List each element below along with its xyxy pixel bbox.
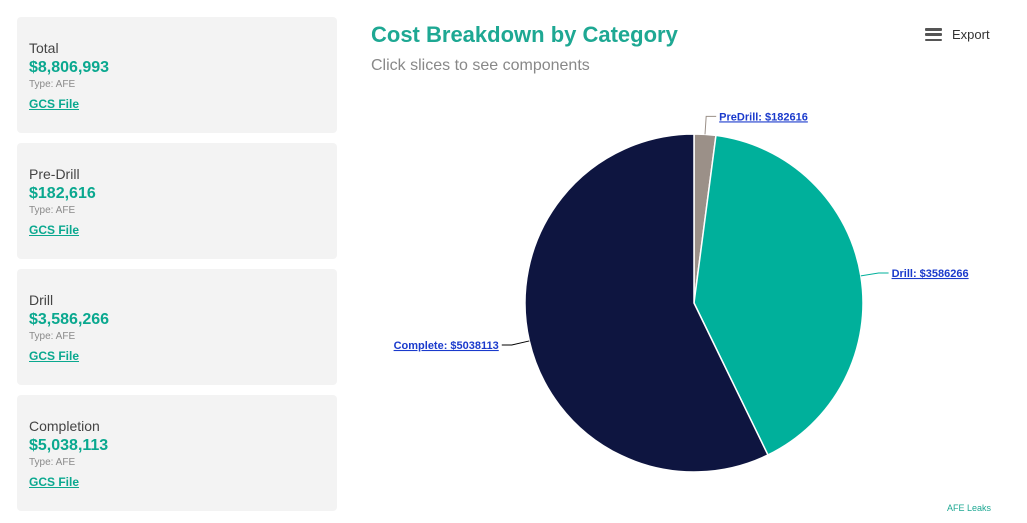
- data-label-complete[interactable]: Complete: $5038113: [394, 340, 499, 352]
- card-drill: Drill $3,586,266 Type: AFE GCS File: [17, 269, 337, 385]
- export-label: Export: [952, 27, 990, 42]
- card-value: $5,038,113: [29, 437, 109, 454]
- chart-subtitle: Click slices to see components: [371, 57, 590, 74]
- card-value: $8,806,993: [29, 59, 110, 76]
- pie-slice-complete[interactable]: [524, 133, 769, 473]
- connector-complete: [501, 340, 530, 346]
- gcs-file-link[interactable]: GCS File: [29, 475, 80, 489]
- connector-predrill: [704, 115, 717, 135]
- gcs-file-link[interactable]: GCS File: [29, 223, 80, 237]
- data-label-drill[interactable]: Drill: $3586266: [892, 268, 969, 280]
- card-type: Type: AFE: [29, 79, 76, 90]
- connector-drill: [860, 272, 889, 277]
- card-type: Type: AFE: [29, 331, 76, 342]
- card-completion: Completion $5,038,113 Type: AFE GCS File: [17, 395, 337, 511]
- card-pre-drill: Pre-Drill $182,616 Type: AFE GCS File: [17, 143, 337, 259]
- card-label: Pre-Drill: [29, 166, 80, 182]
- card-type: Type: AFE: [29, 205, 76, 216]
- gcs-file-link[interactable]: GCS File: [29, 97, 80, 111]
- chart-title: Cost Breakdown by Category: [371, 22, 678, 47]
- footer-credit[interactable]: AFE Leaks: [946, 503, 991, 513]
- gcs-file-link[interactable]: GCS File: [29, 349, 80, 363]
- card-total: Total $8,806,993 Type: AFE GCS File: [17, 17, 337, 133]
- card-value: $3,586,266: [29, 311, 110, 328]
- menu-icon: [925, 28, 942, 41]
- export-button[interactable]: Export: [925, 27, 990, 42]
- card-label: Total: [29, 40, 59, 56]
- data-label-predrill[interactable]: PreDrill: $182616: [719, 111, 808, 123]
- card-type: Type: AFE: [29, 457, 76, 468]
- card-value: $182,616: [29, 185, 96, 202]
- card-label: Drill: [29, 292, 54, 308]
- card-label: Completion: [29, 418, 100, 434]
